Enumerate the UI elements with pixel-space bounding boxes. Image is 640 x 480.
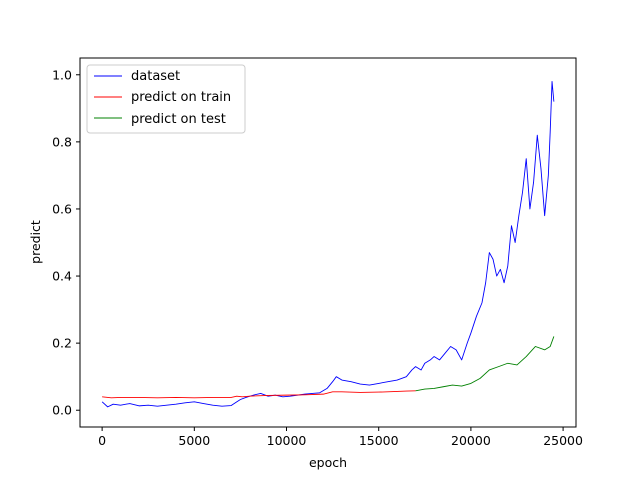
legend-box [86,64,246,134]
legend: dataset predict on train predict on test [86,64,246,134]
y-tick-label: 0.6 [52,201,72,216]
y-axis-label: predict [28,220,43,264]
y-tick-label: 0.2 [52,336,72,351]
axes-frame [79,57,577,428]
y-tick-label: 0.4 [52,269,72,284]
legend-label-dataset: dataset [131,69,180,84]
legend-label-predict-on-train: predict on train [131,90,231,105]
series-line-predict-on-test [415,336,555,392]
series-line-dataset [101,81,555,408]
x-tick-label: 0 [98,433,106,448]
y-tick-label: 0.8 [52,134,72,149]
y-tick-label: 1.0 [52,67,72,82]
y-tick-label: 0.0 [52,403,72,418]
x-tick-label: 25000 [543,433,583,448]
y-axis-ticks: 0.0 0.2 0.4 0.6 0.8 1.0 [52,67,80,418]
x-tick-label: 15000 [359,433,399,448]
x-tick-label: 10000 [267,433,307,448]
x-tick-label: 5000 [178,433,210,448]
x-tick-label: 20000 [451,433,491,448]
x-axis-label: epoch [309,455,347,470]
series-line-predict-on-train [102,390,416,399]
series-layer [101,81,555,408]
legend-label-predict-on-test: predict on test [131,112,226,127]
x-axis-ticks: 0 5000 10000 15000 20000 25000 [98,427,583,448]
